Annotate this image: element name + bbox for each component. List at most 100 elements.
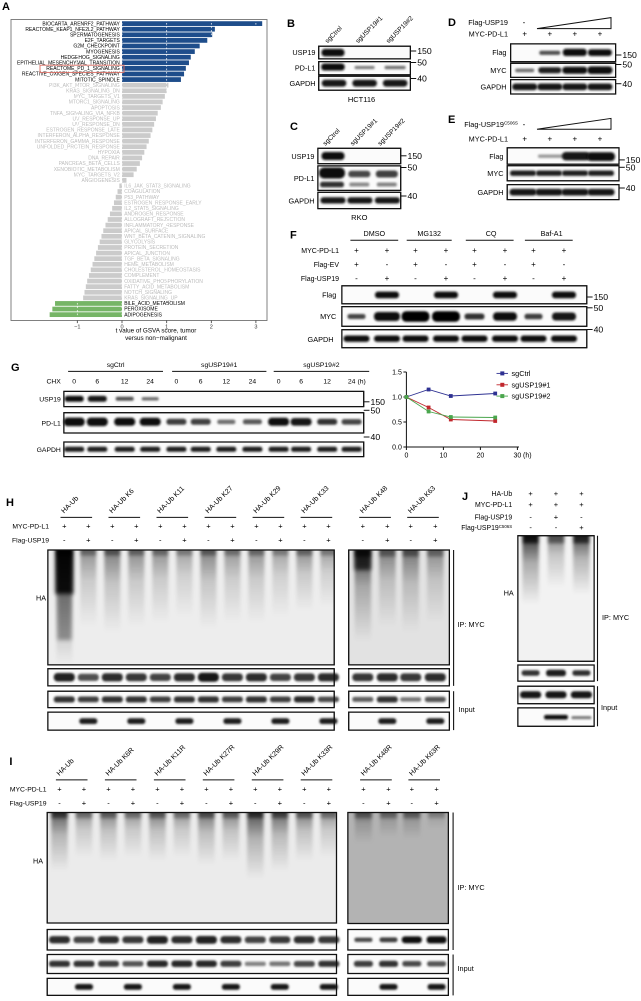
- svg-text:50: 50: [626, 162, 636, 172]
- svg-text:+: +: [361, 521, 366, 530]
- svg-text:HYPOXIA: HYPOXIA: [98, 150, 121, 156]
- svg-text:150: 150: [622, 50, 637, 60]
- svg-text:Input: Input: [601, 703, 617, 712]
- svg-text:-: -: [523, 120, 526, 129]
- svg-text:150: 150: [626, 155, 641, 165]
- svg-text:INTERFERON_ALPHA_RESPONSE: INTERFERON_ALPHA_RESPONSE: [38, 133, 121, 139]
- svg-text:Input: Input: [458, 964, 474, 973]
- svg-text:H: H: [6, 497, 14, 509]
- svg-text:+: +: [361, 784, 366, 793]
- svg-text:+: +: [254, 521, 259, 530]
- svg-text:CHX: CHX: [46, 379, 61, 386]
- svg-text:-: -: [445, 260, 448, 269]
- svg-text:+: +: [230, 521, 235, 530]
- svg-text:GAPDH: GAPDH: [478, 188, 504, 197]
- svg-text:MYC-PD-L1: MYC-PD-L1: [469, 134, 508, 143]
- svg-text:0: 0: [120, 325, 123, 331]
- svg-text:40: 40: [626, 183, 636, 193]
- svg-text:-: -: [159, 536, 162, 545]
- svg-text:MITOTIC_SPINDLE: MITOTIC_SPINDLE: [75, 77, 120, 83]
- svg-text:MYC: MYC: [487, 169, 503, 178]
- svg-text:0: 0: [72, 379, 76, 386]
- svg-text:REACTIVE_OXIGEN_SPECIES_PATHWA: REACTIVE_OXIGEN_SPECIES_PATHWAY: [22, 72, 121, 78]
- svg-text:-: -: [111, 536, 114, 545]
- svg-text:B: B: [287, 18, 295, 30]
- svg-text:+: +: [230, 536, 235, 545]
- svg-text:+: +: [134, 521, 139, 530]
- svg-text:+: +: [326, 521, 331, 530]
- svg-text:+: +: [522, 134, 527, 143]
- svg-text:BIOCARTA_ARENRF2_PATHWAY: BIOCARTA_ARENRF2_PATHWAY: [42, 21, 120, 27]
- svg-text:MG132: MG132: [417, 229, 441, 238]
- svg-text:-: -: [386, 260, 389, 269]
- svg-text:40: 40: [417, 74, 427, 84]
- svg-text:t value of GSVA score, tumor: t value of GSVA score, tumor: [116, 328, 197, 335]
- svg-text:0.5: 0.5: [392, 420, 402, 427]
- svg-text:-: -: [255, 536, 258, 545]
- svg-text:NOTCH_SIGNALING: NOTCH_SIGNALING: [124, 290, 172, 296]
- svg-text:F: F: [290, 230, 297, 242]
- svg-text:MYC_TARGETS_V1: MYC_TARGETS_V1: [74, 94, 120, 100]
- svg-text:-: -: [207, 536, 210, 545]
- svg-text:+: +: [229, 798, 234, 807]
- svg-text:0: 0: [277, 379, 281, 386]
- svg-text:150: 150: [408, 151, 423, 161]
- svg-text:G: G: [11, 362, 20, 374]
- svg-text:MYC-PD-L1: MYC-PD-L1: [475, 502, 512, 509]
- svg-text:6: 6: [199, 379, 203, 386]
- svg-text:12: 12: [323, 379, 331, 386]
- svg-text:20: 20: [477, 453, 485, 460]
- svg-text:PD-L1: PD-L1: [295, 64, 316, 73]
- svg-text:USP19: USP19: [291, 152, 314, 161]
- svg-text:C: C: [290, 121, 298, 133]
- svg-text:+: +: [562, 274, 567, 283]
- svg-text:+: +: [180, 798, 185, 807]
- svg-text:40: 40: [371, 432, 381, 442]
- svg-text:GAPDH: GAPDH: [290, 79, 316, 88]
- svg-text:+: +: [386, 784, 391, 793]
- svg-text:6: 6: [299, 379, 303, 386]
- svg-text:-: -: [254, 798, 257, 807]
- svg-text:GAPDH: GAPDH: [37, 447, 61, 454]
- svg-text:+: +: [327, 784, 332, 793]
- svg-text:versus non−malignant: versus non−malignant: [125, 335, 187, 342]
- svg-text:-: -: [409, 536, 412, 545]
- svg-text:MYC: MYC: [320, 312, 336, 321]
- svg-text:150: 150: [417, 46, 432, 56]
- svg-text:+: +: [180, 784, 185, 793]
- svg-text:-: -: [303, 536, 306, 545]
- svg-text:-: -: [529, 512, 532, 521]
- svg-text:1.5: 1.5: [392, 370, 402, 377]
- svg-text:+: +: [131, 784, 136, 793]
- svg-text:GAPDH: GAPDH: [289, 197, 315, 206]
- svg-text:A: A: [2, 1, 10, 13]
- svg-text:SPERMATOGENESIS: SPERMATOGENESIS: [70, 33, 120, 39]
- svg-text:+: +: [434, 798, 439, 807]
- svg-text:Baf-A1: Baf-A1: [541, 229, 563, 238]
- svg-text:+: +: [86, 536, 91, 545]
- svg-text:+: +: [554, 512, 559, 521]
- svg-text:+: +: [155, 784, 160, 793]
- svg-text:+: +: [579, 500, 584, 509]
- svg-text:HA: HA: [504, 589, 514, 598]
- svg-text:ALLOGRAFT_REJECTION: ALLOGRAFT_REJECTION: [124, 217, 185, 223]
- svg-text:IL6_JAK_STAT3_SIGNALING: IL6_JAK_STAT3_SIGNALING: [124, 184, 191, 190]
- svg-text:-: -: [532, 274, 535, 283]
- svg-text:+: +: [182, 536, 187, 545]
- svg-text:-: -: [303, 798, 306, 807]
- svg-text:Flag-USP19: Flag-USP19: [468, 18, 508, 27]
- svg-text:sgUSP19#1: sgUSP19#1: [512, 380, 551, 389]
- svg-text:+: +: [413, 246, 418, 255]
- svg-text:EPITHELIAL_MESENCHYMAL_TRANSIT: EPITHELIAL_MESENCHYMAL_TRANSITION: [17, 61, 120, 67]
- svg-text:PEROXISOME: PEROXISOME: [124, 307, 158, 313]
- svg-text:+: +: [134, 536, 139, 545]
- svg-text:+: +: [278, 798, 283, 807]
- svg-text:HEME_METABOLISM: HEME_METABOLISM: [124, 262, 174, 268]
- svg-text:Flag-USP19: Flag-USP19: [301, 276, 339, 283]
- svg-text:PD-L1: PD-L1: [294, 174, 315, 183]
- svg-text:TNFA_SIGNALING_VIA_NFKB: TNFA_SIGNALING_VIA_NFKB: [50, 111, 120, 117]
- svg-text:+: +: [106, 784, 111, 793]
- svg-text:KRAS_SIGNALING_UP: KRAS_SIGNALING_UP: [124, 296, 178, 302]
- svg-text:E: E: [448, 114, 455, 126]
- svg-text:+: +: [528, 489, 533, 498]
